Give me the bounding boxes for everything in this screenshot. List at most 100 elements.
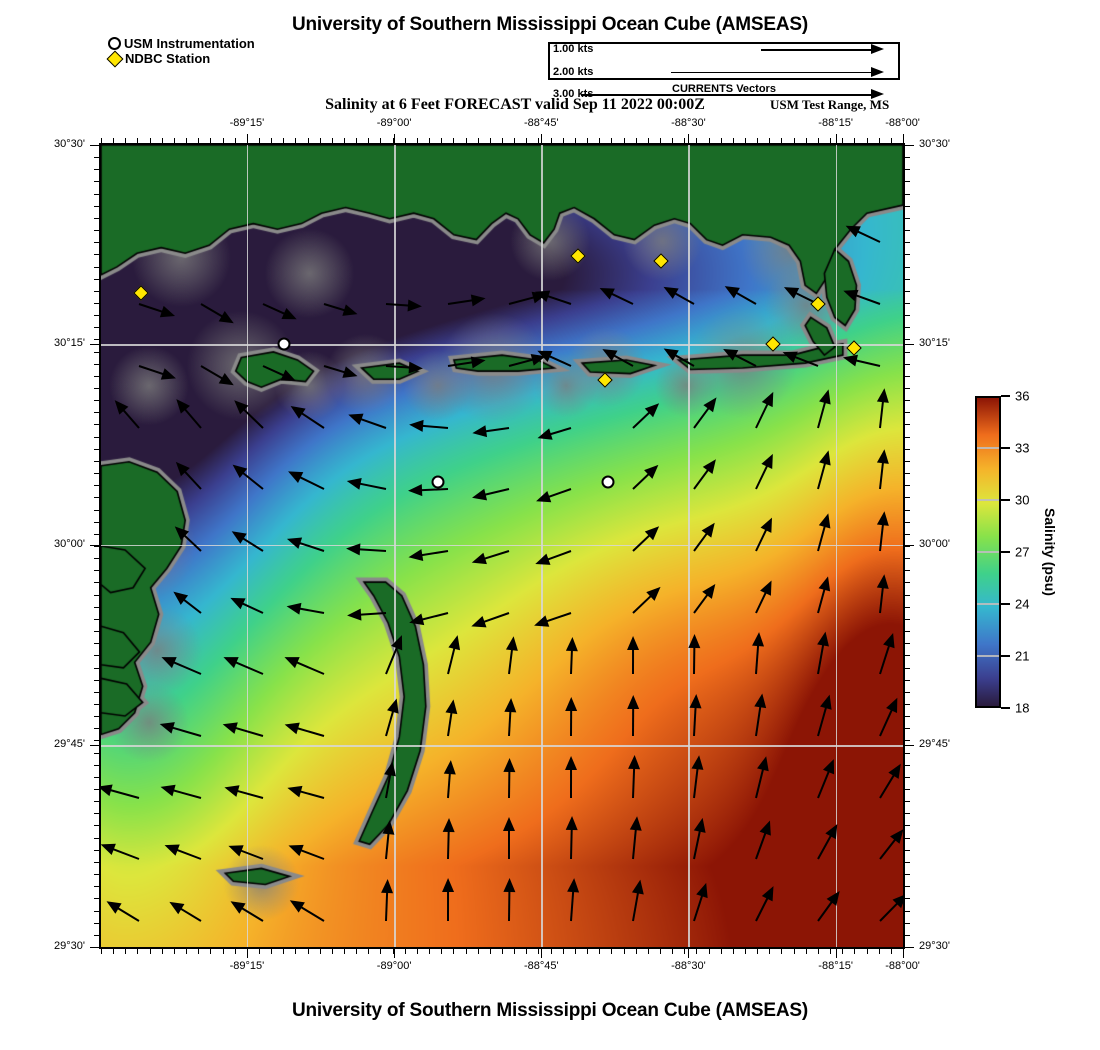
colorbar-tick-label: 33 xyxy=(1015,440,1030,456)
minor-tick-right xyxy=(905,886,910,888)
colorbar-tick-label: 36 xyxy=(1015,388,1030,404)
currents-legend-row: 2.00 kts xyxy=(550,66,898,78)
minor-tick-top xyxy=(696,138,698,143)
minor-tick-bottom xyxy=(489,949,491,954)
colorbar-tick xyxy=(1001,707,1010,709)
colorbar-separator xyxy=(977,447,999,449)
minor-tick-right xyxy=(905,849,910,851)
colorbar-separator xyxy=(977,603,999,605)
minor-tick-left xyxy=(94,898,99,900)
major-tick-bottom xyxy=(835,949,837,958)
minor-tick-left xyxy=(94,631,99,633)
minor-tick-left xyxy=(94,448,99,450)
minor-tick-right xyxy=(905,546,910,547)
minor-tick-bottom xyxy=(210,949,212,954)
minor-tick-bottom xyxy=(890,949,892,954)
minor-tick-right xyxy=(905,509,910,511)
y-axis-label: 29°30' xyxy=(919,939,950,952)
minor-tick-left xyxy=(94,521,99,523)
arrow-head-icon xyxy=(871,44,884,54)
minor-tick-top xyxy=(647,138,649,143)
ndbc-station-marker[interactable] xyxy=(765,336,782,353)
minor-tick-bottom xyxy=(101,949,102,954)
minor-tick-top xyxy=(271,138,273,143)
x-axis-label: -89°00' xyxy=(376,117,412,129)
ndbc-station-marker[interactable] xyxy=(597,371,613,388)
minor-tick-top xyxy=(368,138,370,143)
major-tick-top xyxy=(902,134,904,143)
minor-tick-right xyxy=(905,217,910,219)
minor-tick-left xyxy=(94,643,99,645)
x-axis-label: -88°30' xyxy=(671,117,706,129)
minor-tick-bottom xyxy=(173,949,175,954)
minor-tick-right xyxy=(905,716,910,718)
minor-tick-bottom xyxy=(477,949,479,954)
minor-tick-top xyxy=(210,138,212,143)
minor-tick-left xyxy=(94,691,99,693)
minor-tick-right xyxy=(905,740,910,742)
minor-tick-bottom xyxy=(502,949,503,954)
minor-tick-top xyxy=(599,138,601,143)
minor-tick-left xyxy=(94,473,99,475)
gridline-horizontal xyxy=(101,344,903,346)
currents-legend-label: 3.00 kts xyxy=(553,88,594,101)
major-tick-right xyxy=(905,145,914,146)
minor-tick-right xyxy=(905,157,910,159)
minor-tick-right xyxy=(905,752,910,754)
minor-tick-bottom xyxy=(599,949,601,954)
footer-title: University of Southern Mississippi Ocean… xyxy=(291,1000,808,1021)
minor-tick-bottom xyxy=(356,949,358,954)
ndbc-station-marker[interactable] xyxy=(845,339,862,356)
minor-tick-top xyxy=(125,138,127,143)
minor-tick-left xyxy=(94,667,99,669)
minor-tick-right xyxy=(905,351,910,353)
minor-tick-right xyxy=(905,254,910,256)
minor-tick-top xyxy=(817,138,819,143)
minor-tick-left xyxy=(94,582,99,584)
ndbc-station-marker[interactable] xyxy=(810,296,827,312)
minor-tick-bottom xyxy=(404,949,406,954)
minor-tick-top xyxy=(380,138,382,143)
chart-subtitle: Salinity at 6 Feet FORECAST valid Sep 11… xyxy=(325,96,705,113)
minor-tick-bottom xyxy=(161,949,163,954)
minor-tick-bottom xyxy=(331,949,333,954)
minor-tick-right xyxy=(905,339,910,341)
minor-tick-right xyxy=(905,618,910,620)
minor-tick-left xyxy=(94,278,99,280)
minor-tick-left xyxy=(94,570,99,572)
ndbc-station-marker[interactable] xyxy=(653,253,669,269)
minor-tick-bottom xyxy=(222,949,224,954)
minor-tick-top xyxy=(672,138,674,143)
arrow-head-icon xyxy=(871,89,884,100)
ndbc-station-marker[interactable] xyxy=(132,285,149,301)
minor-tick-right xyxy=(905,594,910,596)
minor-tick-bottom xyxy=(538,949,540,954)
minor-tick-left xyxy=(94,375,99,377)
minor-tick-right xyxy=(905,533,910,535)
minor-tick-top xyxy=(684,138,686,143)
diamond-marker-icon xyxy=(106,50,124,67)
colorbar-tick xyxy=(1001,551,1010,553)
minor-tick-left xyxy=(94,825,99,827)
minor-tick-right xyxy=(905,400,910,402)
usm-instrumentation-marker[interactable] xyxy=(431,475,445,489)
minor-tick-left xyxy=(94,837,99,839)
minor-tick-left xyxy=(94,922,99,924)
x-axis-label: -88°15' xyxy=(818,117,853,129)
minor-tick-bottom xyxy=(805,949,807,954)
minor-tick-bottom xyxy=(514,949,516,954)
minor-tick-bottom xyxy=(271,949,273,954)
minor-tick-bottom xyxy=(696,949,698,954)
minor-tick-left xyxy=(94,497,99,499)
minor-tick-top xyxy=(234,138,236,143)
minor-tick-left xyxy=(94,485,99,487)
salinity-map[interactable] xyxy=(99,143,905,949)
usm-instrumentation-marker[interactable] xyxy=(601,475,615,489)
major-tick-top xyxy=(394,134,396,143)
minor-tick-right xyxy=(905,874,910,876)
usm-instrumentation-marker[interactable] xyxy=(277,337,291,351)
y-axis-label: 30°30' xyxy=(919,138,950,150)
minor-tick-left xyxy=(94,193,99,195)
colorbar-tick-label: 24 xyxy=(1015,596,1030,612)
ndbc-station-marker[interactable] xyxy=(570,248,586,264)
